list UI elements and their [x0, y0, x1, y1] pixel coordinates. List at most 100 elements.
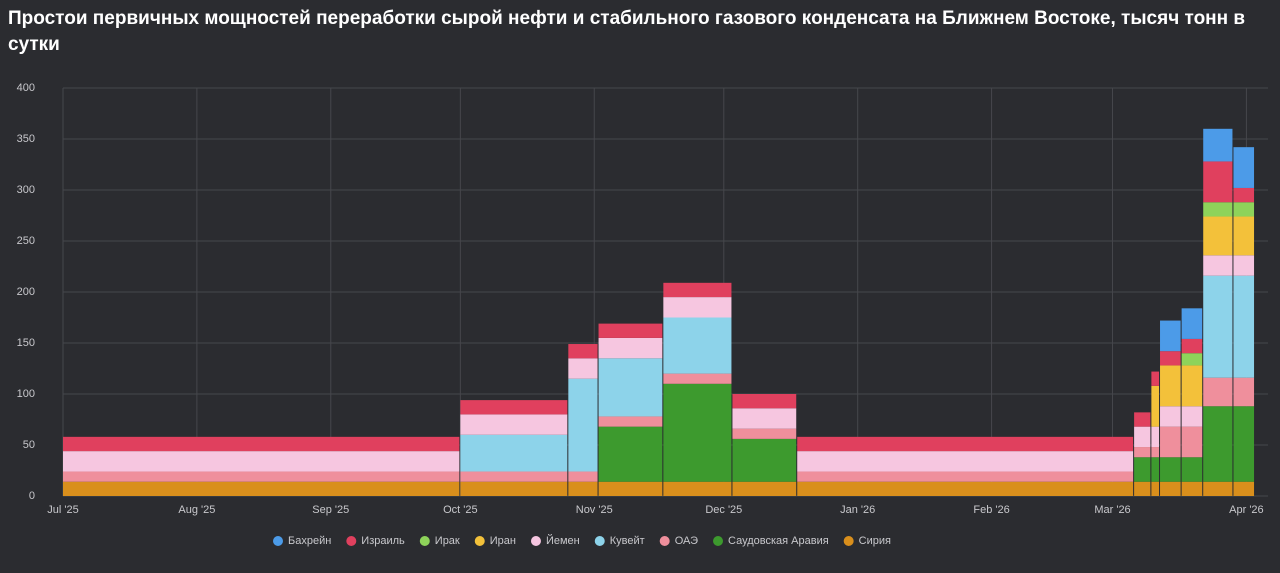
bar-segment: [1181, 308, 1203, 339]
y-tick-label: 300: [17, 184, 35, 196]
bar-segment: [1203, 202, 1233, 217]
legend-label: Иран: [490, 535, 516, 547]
bar-segment: [1233, 481, 1255, 496]
bar-segment: [1203, 275, 1233, 378]
x-tick-label: Apr '26: [1229, 504, 1264, 516]
bar-segment: [1151, 426, 1160, 448]
legend-marker: [419, 536, 430, 546]
bar-segment: [1233, 216, 1255, 256]
bar-segment: [797, 451, 1134, 472]
bar-segment: [1134, 447, 1151, 458]
bar-segment: [568, 481, 598, 496]
bar-segment: [1181, 353, 1203, 366]
bar-segment: [1151, 385, 1160, 427]
bar-segment: [1134, 481, 1151, 496]
y-tick-label: 100: [17, 388, 35, 400]
bar-segment: [63, 451, 460, 472]
bar-segment: [732, 438, 797, 482]
bar-segment: [1160, 426, 1181, 458]
bar-segment: [598, 358, 663, 417]
bar-segment: [1233, 406, 1255, 482]
bar-segment: [460, 481, 568, 496]
legend-label: Йемен: [546, 534, 580, 547]
x-tick-label: Aug '25: [178, 504, 215, 516]
bar-segment: [663, 317, 732, 374]
bar-segment: [732, 481, 797, 496]
bar-segment: [797, 481, 1134, 496]
bar-segment: [1203, 216, 1233, 256]
bar-segment: [797, 436, 1134, 452]
bar-segment: [568, 344, 598, 359]
bar-segment: [1160, 351, 1181, 366]
legend-marker: [474, 536, 485, 546]
bar-segment: [1203, 255, 1233, 276]
bar-segment: [1134, 412, 1151, 427]
x-tick-label: Sep '25: [312, 504, 349, 516]
bar-segment: [1134, 457, 1151, 482]
y-tick-label: 150: [17, 337, 35, 349]
bar-segment: [1181, 406, 1203, 427]
legend-label: Кувейт: [610, 535, 645, 547]
bar-segment: [1203, 481, 1233, 496]
bar-segment: [1203, 128, 1233, 162]
y-tick-label: 200: [17, 286, 35, 298]
bar-segment: [598, 426, 663, 482]
bar-segment: [663, 373, 732, 384]
bar-segment: [1151, 447, 1160, 458]
bar-segment: [1181, 457, 1203, 482]
bar-segment: [1151, 371, 1160, 386]
legend-marker: [713, 536, 724, 546]
chart-title: Простои первичных мощностей переработки …: [8, 8, 1246, 55]
y-tick-label: 250: [17, 235, 35, 247]
legend-marker: [346, 536, 357, 546]
bar-segment: [63, 471, 460, 482]
y-tick-label: 0: [29, 490, 35, 502]
y-tick-label: 350: [17, 133, 35, 145]
bar-segment: [1233, 255, 1255, 276]
bar-segment: [1233, 202, 1255, 217]
bar-segment: [1233, 187, 1255, 203]
x-tick-label: Dec '25: [705, 504, 742, 516]
bar-segment: [1203, 406, 1233, 482]
x-tick-label: Oct '25: [443, 504, 478, 516]
bar-segment: [797, 471, 1134, 482]
bar-segment: [1203, 377, 1233, 407]
x-tick-label: Feb '26: [973, 504, 1009, 516]
bar-segment: [1233, 275, 1255, 378]
legend-marker: [594, 536, 605, 546]
legend-label: ОАЭ: [675, 535, 698, 547]
bar-segment: [732, 428, 797, 439]
legend-marker: [530, 536, 541, 546]
bar-segment: [663, 297, 732, 318]
bar-segment: [1233, 147, 1255, 188]
bar-segment: [663, 383, 732, 482]
bar-segment: [1160, 365, 1181, 407]
bar-segment: [568, 358, 598, 379]
bar-segment: [598, 416, 663, 427]
y-tick-label: 50: [23, 439, 35, 451]
legend-label: Сирия: [859, 535, 891, 547]
bar-segment: [1233, 377, 1255, 407]
bar-segment: [460, 471, 568, 482]
bar-segment: [63, 436, 460, 452]
bar-segment: [732, 408, 797, 429]
x-tick-label: Mar '26: [1094, 504, 1130, 516]
bar-segment: [63, 481, 460, 496]
bar-segment: [598, 481, 663, 496]
bar-segment: [598, 323, 663, 338]
bar-segment: [460, 414, 568, 435]
bar-segment: [1134, 426, 1151, 448]
bar-segment: [663, 282, 732, 298]
x-tick-label: Jan '26: [840, 504, 875, 516]
bar-segment: [1181, 426, 1203, 458]
bar-segment: [1160, 320, 1181, 352]
x-tick-label: Jul '25: [47, 504, 78, 516]
x-tick-label: Nov '25: [576, 504, 613, 516]
bar-segment: [1181, 481, 1203, 496]
bar-segment: [663, 481, 732, 496]
legend-label: Израиль: [361, 535, 405, 547]
bar-segment: [1203, 161, 1233, 203]
bar-segment: [1160, 406, 1181, 427]
